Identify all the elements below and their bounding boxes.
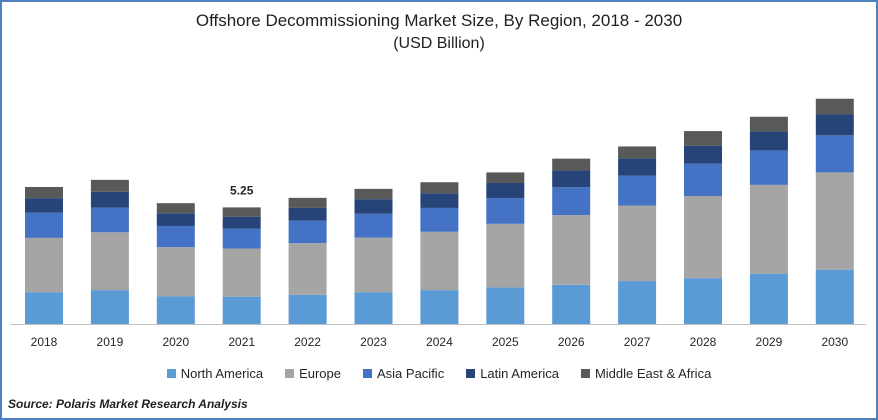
bar-segment-2026-middle-east-africa (552, 158, 591, 171)
legend-label: North America (180, 366, 264, 381)
data-label: 5.25 (230, 183, 254, 197)
bar-segment-2024-north-america (420, 290, 459, 324)
bar-segment-2022-europe (288, 243, 327, 295)
legend-swatch (363, 369, 372, 378)
x-tick-label: 2029 (756, 335, 783, 349)
bar-segment-2018-middle-east-africa (25, 187, 63, 199)
bar-segment-2021-asia-pacific (222, 228, 261, 249)
bar-segment-2029-north-america (749, 273, 788, 324)
legend-item: Latin America (466, 366, 559, 381)
bar-segment-2028-asia-pacific (684, 163, 722, 196)
bar-segment-2027-north-america (618, 281, 657, 324)
bar-segment-2021-latin-america (222, 216, 261, 229)
x-tick-label: 2030 (821, 335, 848, 349)
bar-segment-2022-north-america (288, 294, 327, 324)
bar-segment-2019-latin-america (90, 191, 129, 208)
bar-segment-2027-latin-america (618, 158, 657, 176)
bar-segment-2021-europe (222, 248, 261, 297)
bar-segment-2022-latin-america (288, 207, 327, 221)
bar-segment-2026-north-america (552, 284, 591, 324)
bar-segment-2029-europe (749, 184, 788, 274)
bar-segment-2021-north-america (222, 296, 261, 324)
bar-segment-2029-latin-america (749, 131, 788, 151)
bar-segment-2028-middle-east-africa (684, 131, 722, 146)
chart-legend: North America Europe Asia Pacific Latin Ame… (0, 366, 878, 381)
bar-segment-2022-asia-pacific (288, 220, 327, 244)
bar-segment-2029-middle-east-africa (749, 116, 788, 132)
legend-swatch (466, 369, 476, 378)
bar-segment-2018-north-america (25, 292, 63, 324)
legend-label: Europe (299, 366, 341, 381)
bar-segment-2025-north-america (486, 287, 525, 324)
bar-segment-2023-latin-america (354, 199, 393, 214)
x-tick-label: 2024 (426, 335, 453, 349)
bar-segment-2026-europe (552, 215, 591, 285)
bar-segment-2023-middle-east-africa (354, 188, 393, 200)
bar-segment-2025-asia-pacific (486, 198, 525, 224)
bar-segment-2030-latin-america (815, 114, 854, 136)
bar-segment-2018-europe (25, 237, 63, 293)
bar-segment-2024-europe (420, 231, 459, 291)
bar-segment-2023-north-america (354, 292, 393, 324)
bar-segment-2019-europe (90, 232, 129, 291)
bar-segment-2020-europe (156, 247, 195, 297)
bar-segment-2020-middle-east-africa (156, 203, 195, 214)
bar-segment-2029-asia-pacific (749, 150, 788, 185)
bar-segment-2022-middle-east-africa (288, 197, 327, 208)
x-tick-label: 2025 (492, 335, 519, 349)
x-tick-label: 2027 (624, 335, 651, 349)
legend-label: Latin America (480, 366, 559, 381)
stacked-bar-chart: 2018 2019 2020 2021 5.25 2022 2023 2024 2025 2026… (10, 98, 866, 349)
legend-item: Europe (285, 366, 341, 381)
bar-segment-2023-europe (354, 237, 393, 293)
bar-segment-2026-latin-america (552, 170, 591, 188)
bar-segment-2027-asia-pacific (618, 175, 657, 206)
bar-segment-2026-asia-pacific (552, 187, 591, 216)
legend-item: Asia Pacific (363, 366, 444, 381)
legend-label: Middle East & Africa (594, 366, 712, 381)
bar-segment-2020-asia-pacific (156, 225, 195, 248)
bar-segment-2028-europe (684, 196, 722, 279)
bar-segment-2024-latin-america (420, 193, 459, 208)
bar-segment-2020-latin-america (156, 213, 195, 226)
bar-segment-2021-middle-east-africa (222, 207, 261, 217)
x-tick-label: 2028 (690, 335, 717, 349)
x-tick-label: 2021 (228, 335, 255, 349)
legend-swatch (580, 369, 590, 378)
chart-title: Offshore Decommissioning Market Size, By… (195, 11, 683, 30)
bar-segment-2019-middle-east-africa (90, 179, 129, 192)
bar-segment-2028-latin-america (684, 145, 722, 164)
bar-segment-2025-europe (486, 223, 525, 288)
bar-segment-2018-asia-pacific (25, 212, 63, 238)
bar-segment-2020-north-america (156, 296, 195, 325)
bar-segment-2030-middle-east-africa (815, 98, 854, 115)
legend-item: Middle East & Africa (580, 366, 712, 381)
bar-segment-2025-middle-east-africa (486, 172, 525, 184)
legend-swatch (285, 369, 295, 378)
bar-segment-2018-latin-america (25, 198, 63, 213)
bar-segment-2027-middle-east-africa (618, 146, 657, 159)
x-tick-label: 2026 (558, 335, 585, 349)
x-tick-label: 2022 (294, 335, 321, 349)
bar-segment-2019-asia-pacific (90, 207, 129, 233)
legend-swatch (166, 369, 176, 378)
x-tick-label: 2019 (97, 335, 124, 349)
bar-segment-2019-north-america (90, 290, 129, 324)
bar-segment-2023-asia-pacific (354, 213, 393, 238)
bar-segment-2024-asia-pacific (420, 207, 459, 232)
bar-segment-2024-middle-east-africa (420, 182, 459, 194)
chart-subtitle: (USD Billion) (393, 35, 485, 52)
bar-segment-2027-europe (618, 205, 657, 282)
x-tick-label: 2018 (31, 335, 58, 349)
bar-segment-2025-latin-america (486, 183, 525, 199)
bar-segment-2030-asia-pacific (815, 135, 854, 173)
source-note: Source: Polaris Market Research Analysis (8, 397, 248, 411)
bar-segment-2028-north-america (684, 278, 722, 324)
bar-segment-2030-europe (815, 172, 854, 270)
bar-segment-2030-north-america (815, 269, 854, 324)
x-tick-label: 2023 (360, 335, 387, 349)
x-tick-label: 2020 (162, 335, 189, 349)
legend-item: North America (166, 366, 264, 381)
legend-label: Asia Pacific (377, 366, 445, 381)
